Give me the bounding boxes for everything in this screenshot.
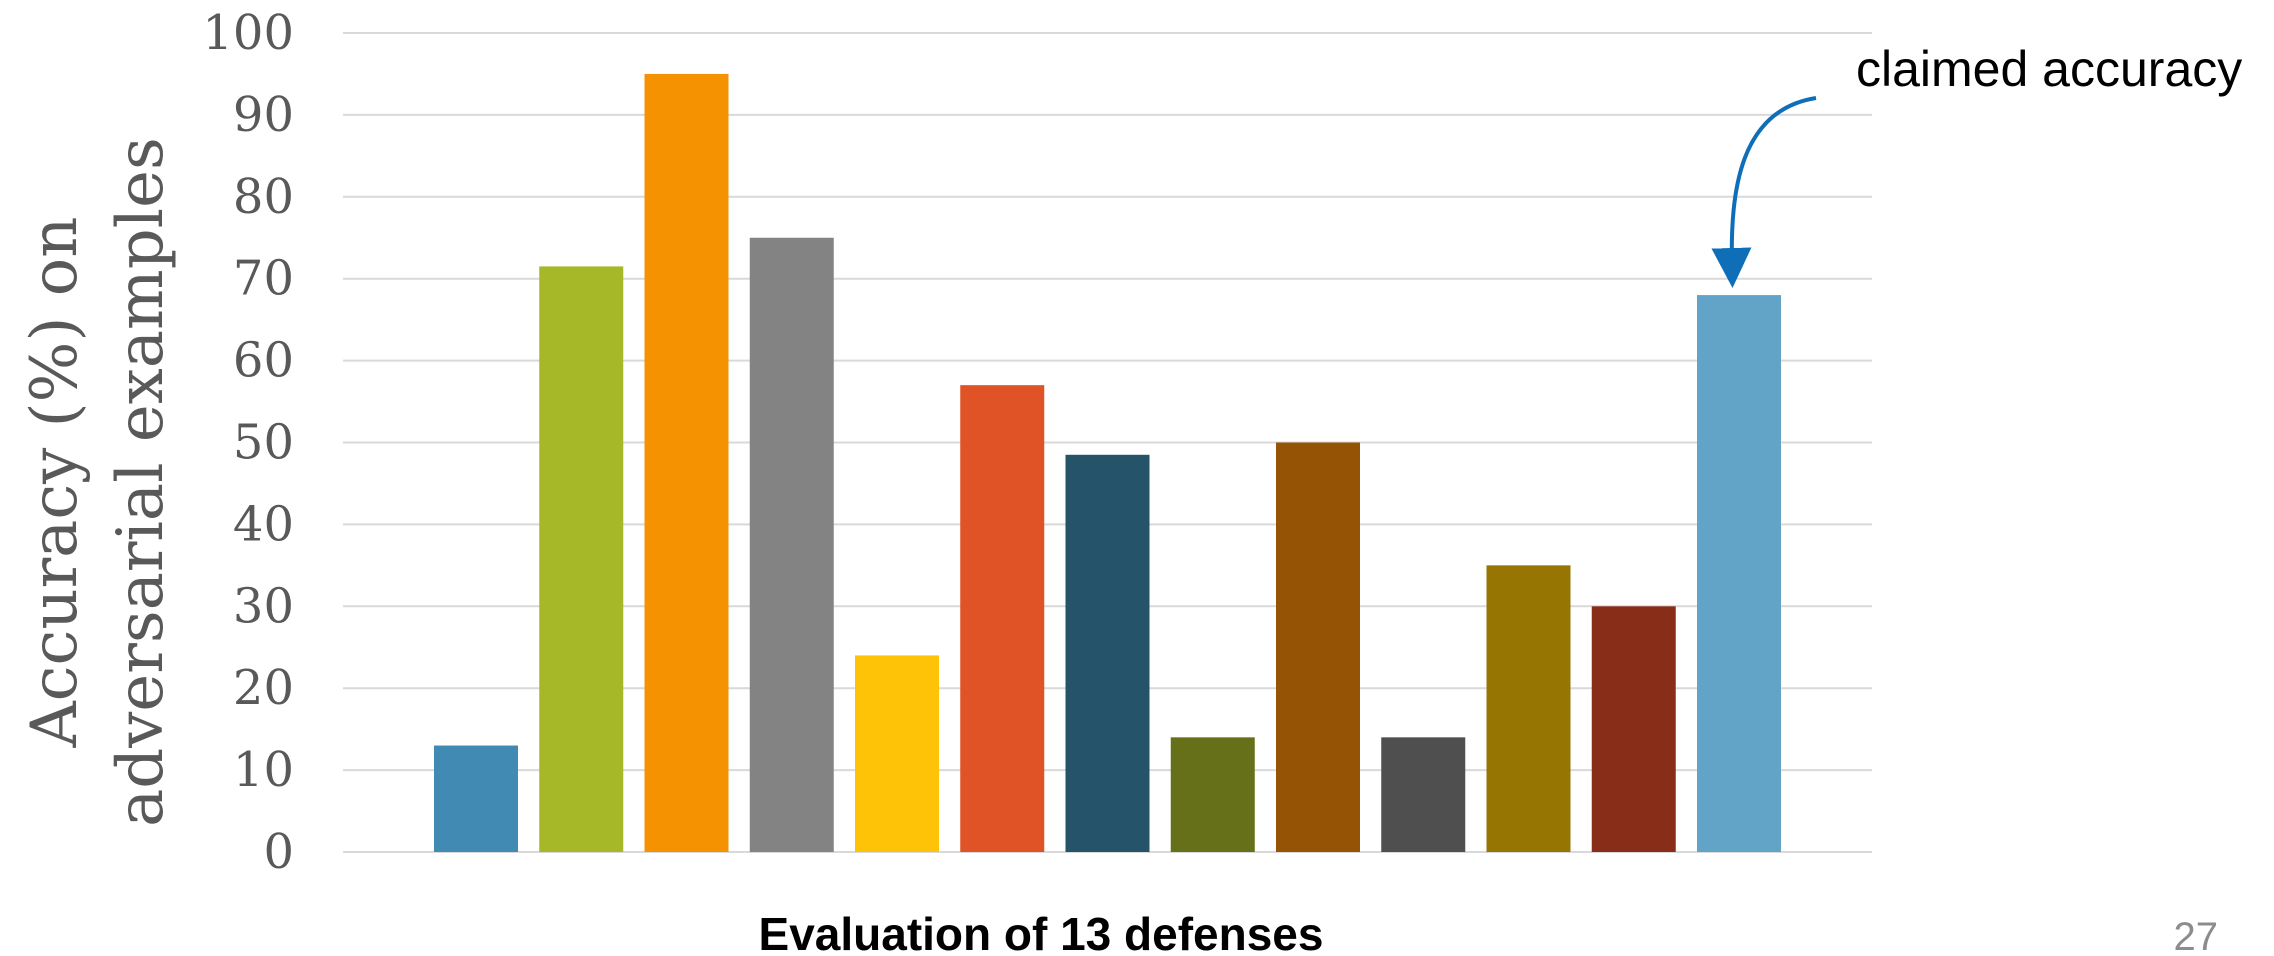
y-tick-label: 60 <box>233 333 294 389</box>
page-number: 27 <box>2174 915 2219 956</box>
bar-defense-4 <box>749 237 834 852</box>
bar-defense-7 <box>1065 454 1150 852</box>
x-axis-label: Evaluation of 13 defenses <box>759 908 1324 956</box>
y-tick-label: 100 <box>202 5 294 61</box>
claimed-accuracy-annotation: claimed accuracy <box>1856 41 2242 97</box>
bar-defense-11 <box>1486 565 1571 852</box>
bar-defense-3 <box>644 73 729 852</box>
bar-defense-5 <box>855 655 939 852</box>
y-axis-label-line-2: adversarial examples <box>104 137 178 827</box>
y-tick-label: 80 <box>233 169 294 225</box>
bar-defense-2 <box>539 266 624 852</box>
bar-defense-10 <box>1381 737 1466 852</box>
bar-defense-12 <box>1591 606 1676 852</box>
annotation-arrow <box>1711 96 1817 288</box>
y-tick-label: 50 <box>233 415 294 471</box>
bars <box>434 73 1781 853</box>
y-tick-label: 30 <box>233 578 294 634</box>
bar-defense-9 <box>1276 442 1360 852</box>
y-tick-label: 20 <box>233 660 294 716</box>
y-axis-label-line-1: Accuracy (%) on <box>18 216 92 748</box>
bar-defense-13 <box>1697 295 1781 853</box>
bar-defense-1 <box>434 745 518 852</box>
y-tick-label: 10 <box>233 742 294 798</box>
y-tick-label: 90 <box>233 87 294 143</box>
y-axis-tick-labels: 0 10 20 30 40 50 60 70 80 90 100 <box>202 5 294 880</box>
y-tick-label: 0 <box>263 824 294 880</box>
bar-defense-8 <box>1170 737 1255 852</box>
y-tick-label: 40 <box>233 496 294 552</box>
bar-defense-6 <box>960 385 1045 852</box>
y-tick-label: 70 <box>233 251 294 307</box>
